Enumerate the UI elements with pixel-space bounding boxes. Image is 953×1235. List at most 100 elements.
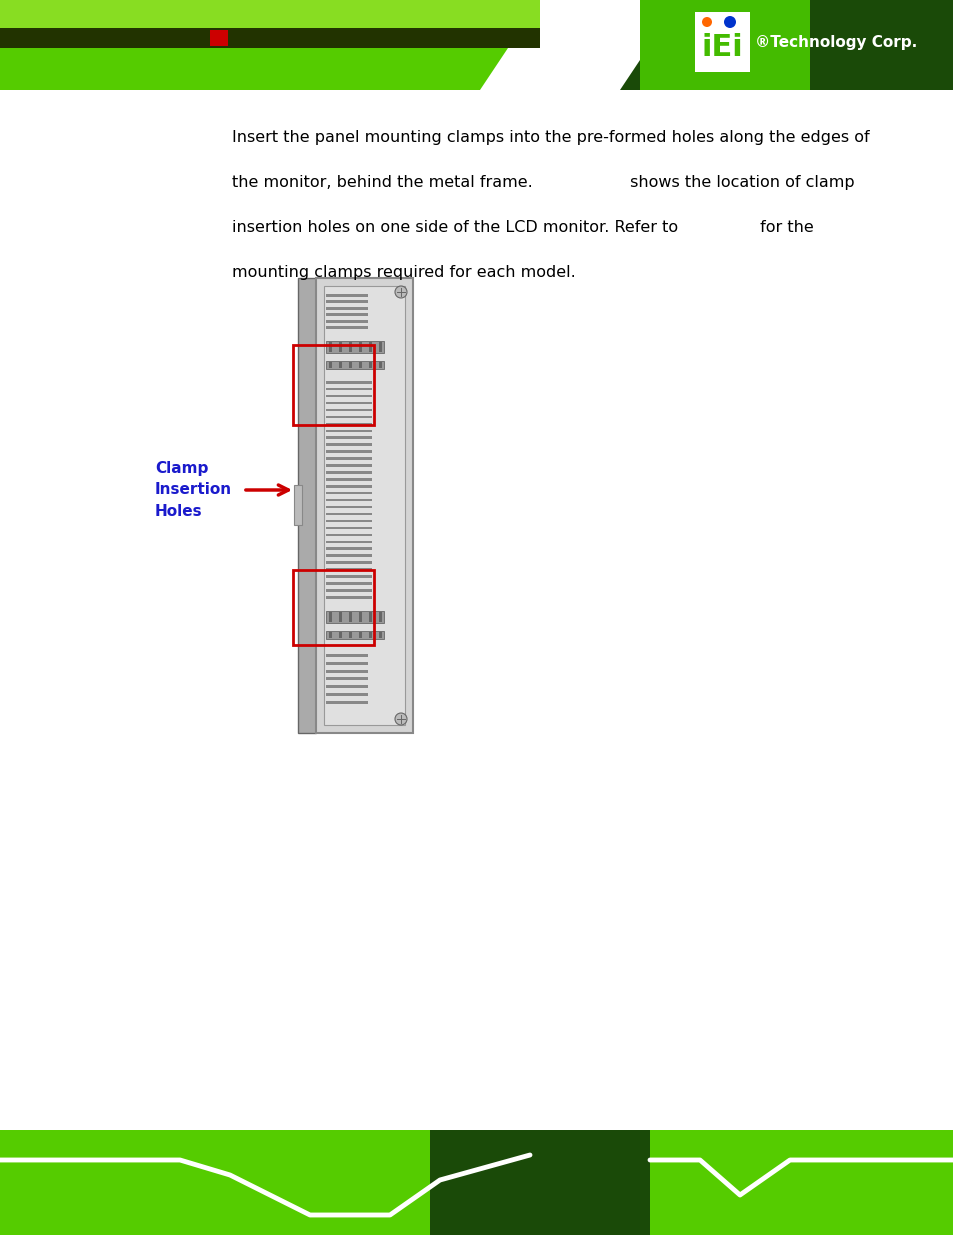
Text: insertion holes on one side of the LCD monitor. Refer to                for the: insertion holes on one side of the LCD m… (232, 220, 813, 235)
Bar (338, 362, 341, 368)
Bar (326, 534, 372, 536)
Bar (326, 472, 372, 474)
Bar (349, 632, 352, 638)
Bar (326, 416, 372, 419)
Bar (326, 685, 368, 688)
Bar (649, 1130, 953, 1235)
Bar (326, 326, 368, 329)
Bar (326, 562, 372, 564)
Bar (326, 582, 372, 584)
Bar (0, 0, 953, 90)
Bar (326, 436, 372, 438)
Circle shape (723, 16, 735, 28)
Circle shape (395, 713, 407, 725)
Bar (378, 342, 381, 352)
Bar (338, 342, 341, 352)
Bar (326, 464, 372, 467)
Bar (326, 597, 372, 599)
Bar (349, 342, 352, 352)
Bar (369, 342, 372, 352)
Bar (315, 278, 413, 734)
Bar (349, 613, 352, 622)
Bar (326, 485, 372, 488)
Bar (326, 401, 372, 404)
Bar (358, 613, 361, 622)
Bar (639, 0, 953, 90)
Bar (326, 678, 368, 680)
Bar (326, 294, 368, 296)
Bar (329, 613, 332, 622)
Bar (326, 478, 372, 480)
Bar (326, 451, 372, 453)
Text: mounting clamps required for each model.: mounting clamps required for each model. (232, 266, 576, 280)
Bar (329, 362, 332, 368)
Bar (293, 345, 374, 425)
Bar (326, 520, 372, 522)
Bar (326, 457, 372, 459)
Bar (0, 0, 539, 28)
Bar (0, 1130, 953, 1235)
Bar (293, 571, 374, 645)
Bar (326, 409, 372, 411)
Bar (326, 513, 372, 515)
Bar (329, 632, 332, 638)
Polygon shape (530, 0, 639, 90)
Bar (378, 362, 381, 368)
Circle shape (701, 17, 711, 27)
Bar (326, 611, 383, 622)
Bar (324, 287, 405, 725)
Bar (326, 443, 372, 446)
Bar (326, 568, 372, 571)
Bar (326, 662, 368, 664)
Bar (326, 430, 372, 432)
Bar (326, 631, 383, 638)
Bar (0, 1130, 430, 1235)
Bar (0, 0, 619, 90)
Bar (326, 555, 372, 557)
Bar (358, 342, 361, 352)
Bar (326, 320, 368, 322)
Bar (326, 669, 368, 673)
Bar (326, 395, 372, 398)
Bar (326, 576, 372, 578)
Bar (378, 632, 381, 638)
Bar (326, 361, 383, 369)
Bar (297, 278, 315, 734)
Bar (326, 388, 372, 390)
Bar (326, 499, 372, 501)
Bar (326, 541, 372, 543)
Bar (369, 613, 372, 622)
Bar (378, 613, 381, 622)
Bar (326, 506, 372, 509)
Bar (326, 300, 368, 304)
Bar (695, 12, 749, 72)
Circle shape (395, 287, 407, 298)
Bar (326, 701, 368, 704)
Bar (326, 693, 368, 697)
Text: ®Technology Corp.: ®Technology Corp. (754, 35, 916, 49)
Bar (369, 632, 372, 638)
Text: the monitor, behind the metal frame.                   shows the location of cla: the monitor, behind the metal frame. sho… (232, 175, 854, 190)
Bar (326, 341, 383, 353)
Bar (326, 589, 372, 592)
Bar (809, 0, 953, 90)
Text: Insert the panel mounting clamps into the pre-formed holes along the edges of: Insert the panel mounting clamps into th… (232, 130, 869, 144)
Bar (326, 382, 372, 384)
Bar (349, 362, 352, 368)
Bar (338, 632, 341, 638)
Polygon shape (479, 0, 679, 90)
Bar (358, 362, 361, 368)
Bar (0, 28, 539, 48)
Text: Clamp
Insertion
Holes: Clamp Insertion Holes (154, 462, 232, 519)
Bar (338, 613, 341, 622)
Bar (329, 342, 332, 352)
Bar (326, 422, 372, 425)
Bar (210, 30, 228, 46)
Bar (326, 547, 372, 550)
Bar (369, 362, 372, 368)
Bar (358, 632, 361, 638)
Bar (294, 485, 302, 525)
FancyArrowPatch shape (246, 485, 288, 495)
Bar (326, 314, 368, 316)
Text: iEi: iEi (700, 32, 742, 62)
